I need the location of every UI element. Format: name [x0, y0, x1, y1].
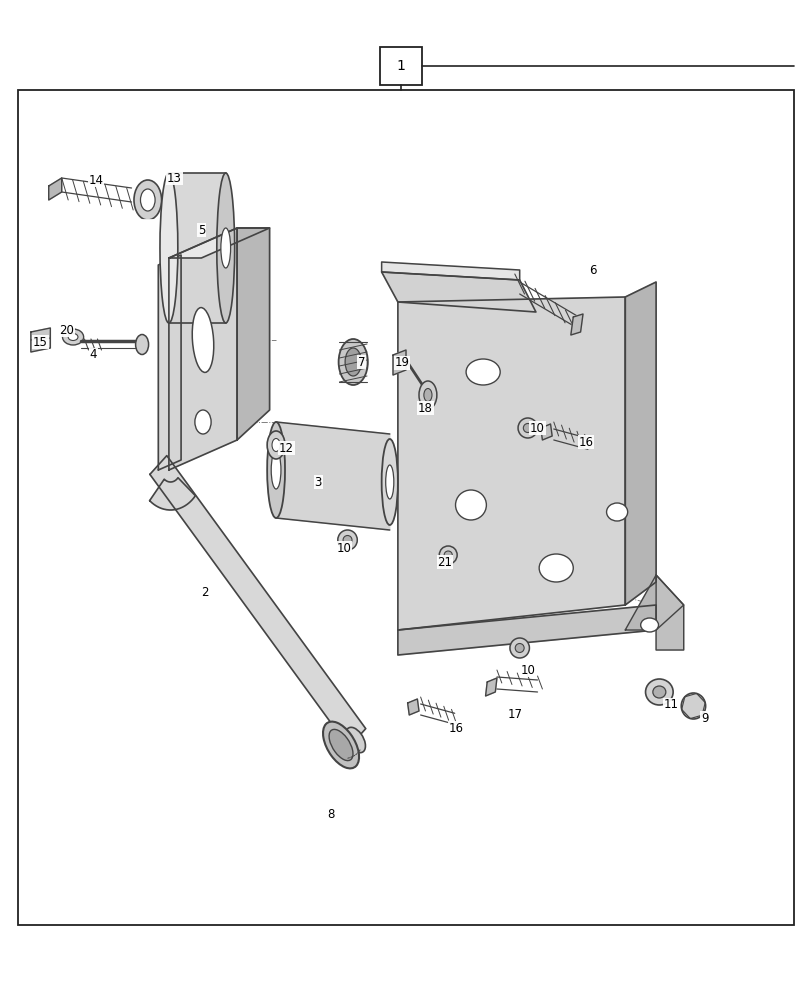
- Ellipse shape: [267, 431, 285, 459]
- Text: 16: 16: [578, 436, 593, 448]
- Ellipse shape: [323, 722, 358, 768]
- Text: 10: 10: [337, 542, 351, 554]
- Ellipse shape: [652, 686, 665, 698]
- Bar: [380, 47, 422, 85]
- Text: 7: 7: [357, 356, 365, 368]
- Ellipse shape: [381, 439, 397, 525]
- Polygon shape: [655, 575, 683, 650]
- Text: 11: 11: [663, 698, 677, 712]
- Text: 9: 9: [700, 712, 708, 724]
- Ellipse shape: [140, 189, 155, 211]
- Ellipse shape: [267, 422, 285, 518]
- Ellipse shape: [606, 503, 627, 521]
- Text: 10: 10: [520, 664, 534, 676]
- Bar: [18, 90, 793, 925]
- Polygon shape: [381, 272, 535, 312]
- Ellipse shape: [522, 424, 532, 432]
- Ellipse shape: [466, 359, 500, 385]
- Ellipse shape: [62, 329, 84, 345]
- Polygon shape: [49, 178, 62, 200]
- Text: 19: 19: [394, 357, 409, 369]
- Ellipse shape: [342, 536, 352, 544]
- Polygon shape: [407, 699, 418, 715]
- Ellipse shape: [680, 693, 705, 719]
- Ellipse shape: [328, 729, 353, 761]
- Polygon shape: [624, 575, 683, 630]
- Polygon shape: [31, 328, 50, 352]
- Polygon shape: [169, 173, 225, 323]
- Ellipse shape: [439, 546, 457, 564]
- Polygon shape: [397, 297, 624, 630]
- Text: 4: 4: [89, 349, 97, 361]
- Ellipse shape: [271, 451, 281, 489]
- Text: 2: 2: [200, 585, 208, 598]
- Ellipse shape: [134, 180, 161, 220]
- Polygon shape: [169, 228, 237, 470]
- Ellipse shape: [272, 438, 280, 452]
- Polygon shape: [381, 262, 519, 280]
- Text: 13: 13: [167, 172, 182, 184]
- Polygon shape: [149, 478, 195, 510]
- Text: 8: 8: [327, 808, 335, 822]
- Ellipse shape: [418, 381, 436, 409]
- Ellipse shape: [160, 173, 178, 323]
- Polygon shape: [570, 314, 582, 335]
- Text: 16: 16: [448, 722, 463, 734]
- Ellipse shape: [221, 228, 230, 268]
- Polygon shape: [540, 424, 551, 440]
- Text: 6: 6: [588, 263, 596, 276]
- Polygon shape: [393, 350, 406, 375]
- Ellipse shape: [135, 334, 148, 355]
- Polygon shape: [169, 228, 269, 258]
- Ellipse shape: [444, 551, 452, 559]
- Polygon shape: [485, 678, 496, 696]
- Text: 17: 17: [508, 708, 522, 722]
- Polygon shape: [237, 228, 269, 440]
- Ellipse shape: [517, 418, 537, 438]
- Text: 14: 14: [88, 174, 103, 186]
- Ellipse shape: [345, 727, 365, 753]
- Ellipse shape: [640, 618, 658, 632]
- Ellipse shape: [345, 348, 361, 376]
- Ellipse shape: [217, 173, 234, 323]
- Text: 5: 5: [197, 224, 205, 236]
- Text: 15: 15: [33, 336, 48, 349]
- Polygon shape: [276, 422, 389, 530]
- Ellipse shape: [455, 490, 486, 520]
- Text: 18: 18: [418, 401, 432, 414]
- Ellipse shape: [337, 530, 357, 550]
- Ellipse shape: [338, 339, 367, 385]
- Text: 1: 1: [397, 59, 405, 73]
- Text: 3: 3: [314, 476, 322, 488]
- Text: 20: 20: [59, 324, 74, 336]
- Ellipse shape: [509, 638, 529, 658]
- Ellipse shape: [192, 308, 213, 372]
- Polygon shape: [150, 456, 365, 747]
- Ellipse shape: [195, 410, 211, 434]
- Ellipse shape: [539, 554, 573, 582]
- Polygon shape: [397, 605, 655, 655]
- Polygon shape: [624, 282, 655, 605]
- Polygon shape: [158, 255, 181, 470]
- Text: 12: 12: [279, 442, 294, 454]
- Ellipse shape: [514, 644, 524, 652]
- Text: 21: 21: [437, 556, 452, 568]
- Ellipse shape: [68, 334, 78, 340]
- Ellipse shape: [385, 465, 393, 499]
- Ellipse shape: [423, 388, 431, 401]
- Text: 10: 10: [530, 422, 544, 434]
- Ellipse shape: [645, 679, 672, 705]
